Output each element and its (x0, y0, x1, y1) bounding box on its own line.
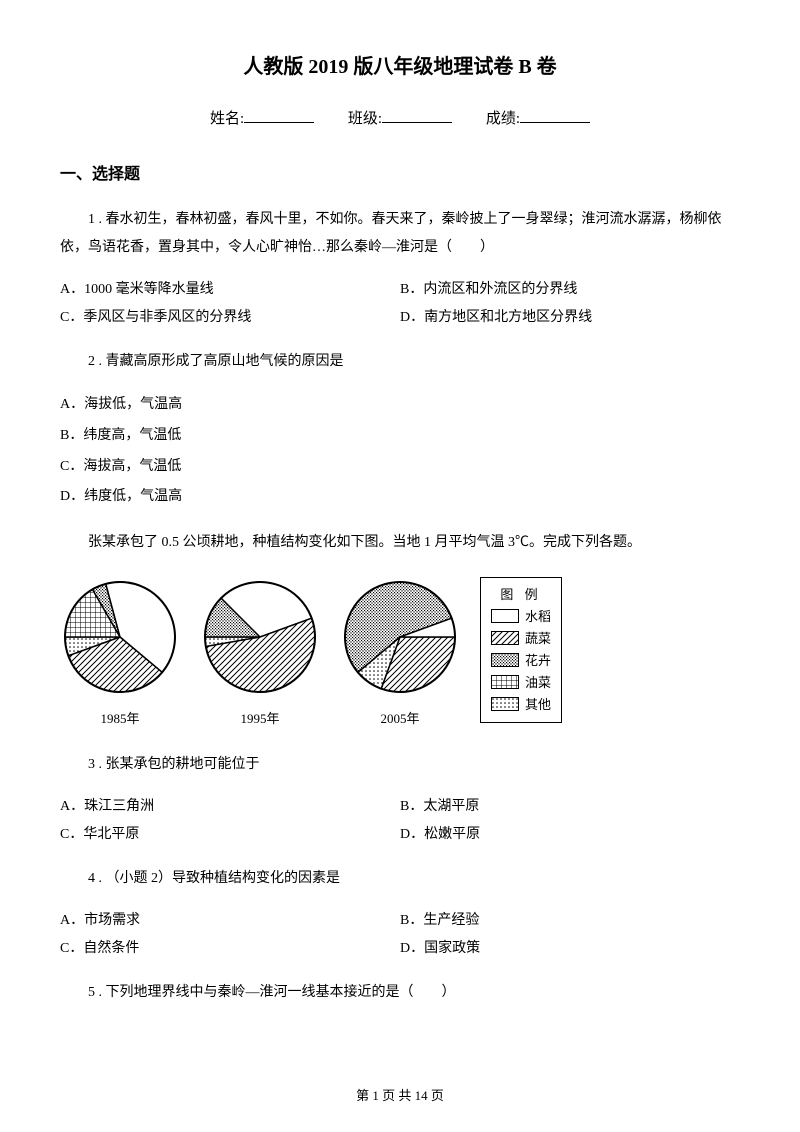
score-blank (520, 122, 590, 123)
q3-D: D．松嫩平原 (400, 821, 740, 849)
legend-label: 其他 (525, 694, 551, 713)
q2-C: C．海拔高，气温低 (60, 452, 740, 483)
legend-row: 其他 (491, 694, 551, 713)
legend-row: 花卉 (491, 650, 551, 669)
name-label: 姓名: (210, 111, 244, 127)
info-line: 姓名: 班级: 成绩: (60, 107, 740, 128)
legend-label: 油菜 (525, 672, 551, 691)
q2-A: A．海拔低，气温高 (60, 390, 740, 421)
q1-B: B．内流区和外流区的分界线 (400, 276, 740, 304)
class-label: 班级: (348, 111, 382, 127)
pie-1985: 1985年 (60, 577, 180, 727)
legend-row: 水稻 (491, 606, 551, 625)
pie-2005-label: 2005年 (340, 708, 460, 727)
q3-C: C．华北平原 (60, 821, 400, 849)
q4-text: 4 . （小题 2）导致种植结构变化的因素是 (60, 865, 740, 893)
legend-label: 花卉 (525, 650, 551, 669)
class-blank (382, 122, 452, 123)
page-title: 人教版 2019 版八年级地理试卷 B 卷 (60, 50, 740, 79)
pie-1995: 1995年 (200, 577, 320, 727)
q3-text: 3 . 张某承包的耕地可能位于 (60, 751, 740, 779)
q3-options: A．珠江三角洲 B．太湖平原 C．华北平原 D．松嫩平原 (60, 793, 740, 849)
q4-B: B．生产经验 (400, 907, 740, 935)
q4-A: A．市场需求 (60, 907, 400, 935)
pie-2005: 2005年 (340, 577, 460, 727)
page-footer: 第 1 页 共 14 页 (0, 1085, 800, 1104)
pie-1985-label: 1985年 (60, 708, 180, 727)
q1-C: C．季风区与非季风区的分界线 (60, 304, 400, 332)
q4-D: D．国家政策 (400, 935, 740, 963)
q3-B: B．太湖平原 (400, 793, 740, 821)
legend-row: 蔬菜 (491, 628, 551, 647)
score-label: 成绩: (486, 111, 520, 127)
q1-options: A．1000 毫米等降水量线 B．内流区和外流区的分界线 C．季风区与非季风区的… (60, 276, 740, 332)
q4-C: C．自然条件 (60, 935, 400, 963)
legend-label: 水稻 (525, 606, 551, 625)
q1-A: A．1000 毫米等降水量线 (60, 276, 400, 304)
section-header: 一、选择题 (60, 160, 740, 184)
legend-label: 蔬菜 (525, 628, 551, 647)
q2-text: 2 . 青藏高原形成了高原山地气候的原因是 (60, 348, 740, 376)
q4-options: A．市场需求 B．生产经验 C．自然条件 D．国家政策 (60, 907, 740, 963)
q1-text: 1 . 春水初生，春林初盛，春风十里，不如你。春天来了，秦岭披上了一身翠绿；淮河… (60, 206, 740, 262)
q2-D: D．纬度低，气温高 (60, 482, 740, 513)
legend-title: 图 例 (491, 584, 551, 603)
q1-D: D．南方地区和北方地区分界线 (400, 304, 740, 332)
q5-text: 5 . 下列地理界线中与秦岭—淮河一线基本接近的是（ ） (60, 979, 740, 1007)
q2-B: B．纬度高，气温低 (60, 421, 740, 452)
q3-A: A．珠江三角洲 (60, 793, 400, 821)
pie-1995-label: 1995年 (200, 708, 320, 727)
context-text: 张某承包了 0.5 公顷耕地，种植结构变化如下图。当地 1 月平均气温 3℃。完… (60, 529, 740, 557)
q2-options: A．海拔低，气温高 B．纬度高，气温低 C．海拔高，气温低 D．纬度低，气温高 (60, 390, 740, 513)
figure-row: 1985年 1995年 2005年 图 例 水稻蔬菜花卉油菜其他 (60, 577, 740, 727)
name-blank (244, 122, 314, 123)
legend-box: 图 例 水稻蔬菜花卉油菜其他 (480, 577, 562, 723)
legend-row: 油菜 (491, 672, 551, 691)
